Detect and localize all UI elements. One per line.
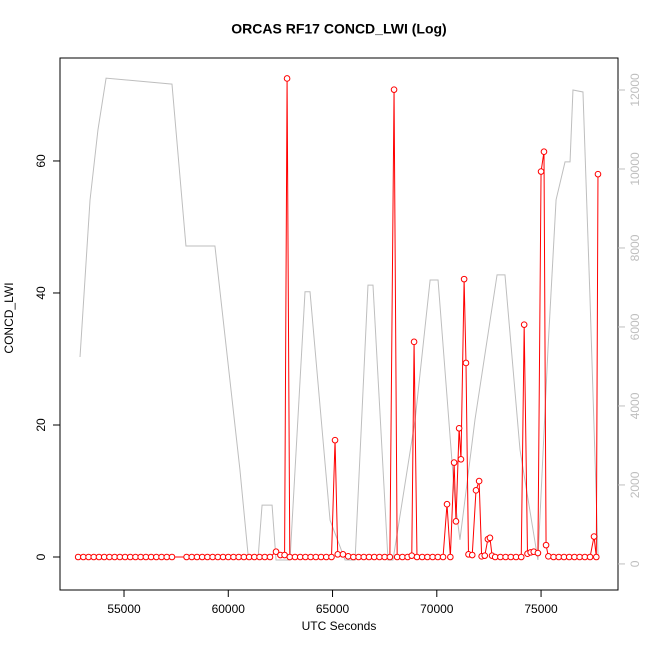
y2-tick-label: 2000 bbox=[628, 471, 642, 498]
point bbox=[462, 359, 470, 367]
x-tick-label: 75000 bbox=[524, 602, 558, 616]
point bbox=[408, 552, 416, 559]
point bbox=[439, 553, 447, 561]
point bbox=[272, 548, 280, 556]
point bbox=[545, 553, 552, 560]
point bbox=[542, 541, 550, 549]
x-axis-label: UTC Seconds bbox=[302, 619, 377, 633]
point bbox=[540, 148, 548, 156]
point bbox=[534, 549, 542, 557]
point bbox=[457, 456, 465, 463]
y2-tick-label: 8000 bbox=[628, 234, 642, 261]
point bbox=[344, 553, 352, 560]
chart-title: ORCAS RF17 CONCD_LWI (Log) bbox=[231, 21, 446, 37]
x-tick-label: 65000 bbox=[316, 602, 350, 616]
point bbox=[283, 75, 291, 82]
point bbox=[331, 436, 339, 444]
y2-tick-label: 6000 bbox=[628, 313, 642, 340]
x-tick-label: 55000 bbox=[107, 602, 141, 616]
point bbox=[328, 553, 335, 561]
x-tick-label: 60000 bbox=[212, 602, 246, 616]
point bbox=[468, 551, 476, 559]
point bbox=[460, 275, 468, 283]
x-tick-label: 70000 bbox=[420, 602, 454, 616]
point bbox=[537, 168, 545, 175]
point bbox=[475, 477, 483, 485]
y-tick-label: 0 bbox=[34, 553, 48, 560]
point bbox=[594, 170, 602, 178]
point bbox=[593, 553, 600, 561]
point bbox=[266, 553, 274, 561]
point bbox=[168, 553, 176, 561]
series-line bbox=[79, 77, 599, 561]
point bbox=[520, 321, 528, 328]
point bbox=[517, 553, 525, 561]
point bbox=[390, 86, 398, 93]
point bbox=[481, 552, 489, 559]
y2-tick-label: 10000 bbox=[628, 152, 642, 186]
plot-frame bbox=[59, 57, 619, 591]
point bbox=[410, 338, 418, 346]
y-tick-label: 60 bbox=[34, 154, 48, 168]
y2-tick-label: 4000 bbox=[628, 392, 642, 419]
point bbox=[590, 533, 598, 540]
point bbox=[472, 487, 480, 494]
y-axis-label: CONCD_LWI bbox=[2, 282, 16, 353]
y2-tick-label: 0 bbox=[628, 560, 642, 567]
point bbox=[586, 553, 594, 561]
point bbox=[443, 500, 451, 508]
point bbox=[452, 518, 460, 525]
point bbox=[486, 534, 494, 542]
y-tick-label: 40 bbox=[34, 286, 48, 300]
point bbox=[447, 553, 454, 561]
point bbox=[450, 459, 458, 466]
point bbox=[455, 424, 463, 432]
y2-tick-label: 12000 bbox=[628, 73, 642, 107]
y-tick-label: 20 bbox=[34, 418, 48, 432]
point bbox=[386, 553, 394, 561]
